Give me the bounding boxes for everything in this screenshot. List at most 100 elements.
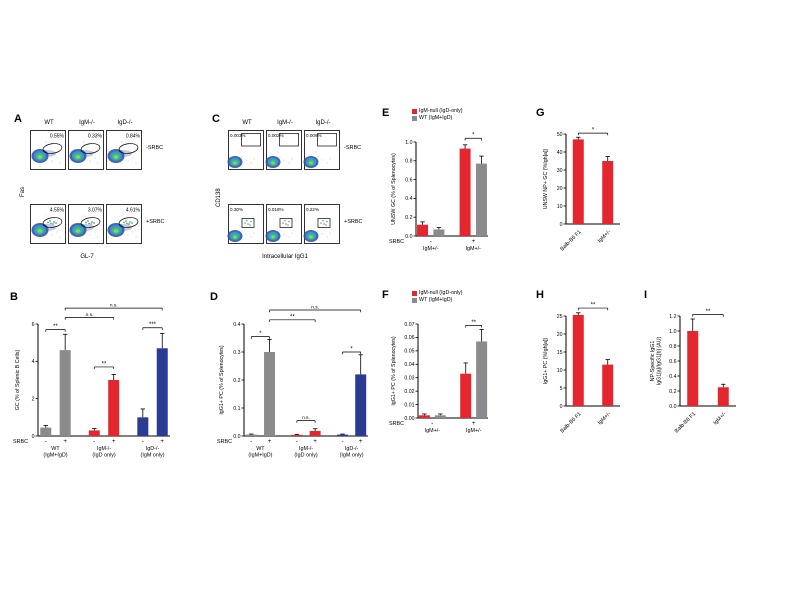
panel-f-legend: IgM-null (IgD-only) WT (IgM+IgD) <box>412 290 463 303</box>
y-axis-label: UNSW GC (% of Splenocytes) <box>391 153 397 225</box>
bar <box>433 229 445 236</box>
legend-swatch-gray <box>412 297 417 303</box>
gate-percentage: 0.018% <box>268 207 284 212</box>
panel-i-chart: 0.0 0.2 0.4 0.6 0.8 1.0 1.2 NP-Specific IgG1 IgG… <box>648 304 740 440</box>
density-dot <box>126 222 128 225</box>
x-category-label: IgM+/- <box>597 411 612 426</box>
density-dot <box>321 159 323 161</box>
density-dot <box>246 219 248 222</box>
panel-b: B 0 2 4 6 GC (% of Splenic B Cells) ** ** *** n.… <box>8 290 188 480</box>
sig-label: ** <box>706 309 711 315</box>
density-dot <box>89 234 91 236</box>
density-dot <box>129 221 131 223</box>
flow-plot-c-r0-c1: 0.002% <box>265 130 302 170</box>
density-dot <box>253 158 255 160</box>
density-dot <box>125 220 127 222</box>
flow-a-col-igm: IgM-/- <box>79 120 95 126</box>
panel-b-chart: 0 2 4 6 GC (% of Splenic B Cells) ** ** *** n.s.… <box>12 304 174 474</box>
group-label: IgD-/- <box>345 446 359 452</box>
density-dot <box>250 162 252 164</box>
bar <box>572 139 584 224</box>
group-label: IgM+/- <box>466 428 482 434</box>
panel-e-letter: E <box>382 107 390 119</box>
x-tick-label: - <box>431 420 433 427</box>
y-tick-label: 5 <box>560 386 563 392</box>
flow-plot-c-r1-c1: 0.018% <box>265 204 302 244</box>
y-tick-label: 0.01 <box>404 402 414 408</box>
density-dot <box>135 236 137 238</box>
density-dot <box>91 221 93 223</box>
bar <box>602 364 614 406</box>
flow-c-y-axis-label: CD138 <box>216 188 222 207</box>
gate-percentage: 0.003% <box>230 133 246 138</box>
bar <box>108 380 120 436</box>
density-dot <box>245 233 247 235</box>
sig-label: ** <box>471 320 476 326</box>
x-tick-label: - <box>142 438 144 445</box>
density-dot <box>249 224 251 226</box>
x-axis-label: SRBC <box>13 439 28 445</box>
density-dot <box>52 223 54 225</box>
density-dot <box>317 230 319 232</box>
flow-plot-a-r1-c1: 3.07% <box>68 204 104 244</box>
panel-f-letter: F <box>382 289 389 301</box>
panel-d-letter: D <box>210 291 218 303</box>
y-tick-label: 0.8 <box>669 344 676 350</box>
flow-a-x-axis-label: GL-7 <box>80 254 94 260</box>
density-dot <box>132 157 134 159</box>
y-tick-label: 40 <box>557 150 563 156</box>
bar <box>309 430 321 436</box>
y-tick-label: 0.3 <box>233 350 240 356</box>
y-tick-label: 0.4 <box>405 196 412 202</box>
bar <box>137 417 149 436</box>
density-dot <box>241 230 243 232</box>
x-tick-label: + <box>359 438 363 445</box>
y-tick-label: 0.4 <box>669 374 676 380</box>
gate-outline <box>80 143 101 154</box>
gate-outline <box>241 133 261 147</box>
y-tick-label: 0.6 <box>669 359 676 365</box>
legend-swatch-gray <box>412 115 417 121</box>
flow-plot-svg: 0.30% <box>227 204 264 244</box>
density-blob <box>37 229 43 233</box>
density-dot <box>51 234 53 236</box>
legend-swatch-red <box>412 108 417 114</box>
density-dot <box>239 225 241 227</box>
legend-item-wt: WT (IgM+IgD) <box>412 115 463 121</box>
density-dot <box>59 236 61 238</box>
bar <box>418 415 430 418</box>
panel-h-letter: H <box>536 289 544 301</box>
sig-label: * <box>259 331 262 337</box>
y-tick-label: 50 <box>557 132 563 138</box>
y-tick-label: 30 <box>557 168 563 174</box>
density-dot <box>53 221 55 223</box>
panel-a-letter: A <box>14 113 22 125</box>
density-dot <box>323 223 325 225</box>
bar <box>355 374 367 436</box>
y-tick-label: 0.06 <box>404 335 414 341</box>
y-tick-label: 0.8 <box>405 159 412 165</box>
gate-outline <box>118 217 139 228</box>
density-dot <box>88 222 90 225</box>
density-dot <box>277 151 279 153</box>
density-dot <box>326 220 328 223</box>
flow-plot-svg: 0.006% <box>303 130 340 170</box>
flow-a-column-headers: WT IgM-/- IgD-/- <box>30 120 144 127</box>
flow-a-row-plus-srbc: +SRBC <box>146 219 165 225</box>
density-dot <box>121 215 123 217</box>
density-dot <box>282 222 284 224</box>
group-label: (IgM only) <box>141 453 165 459</box>
group-label: IgM+/- <box>425 428 441 434</box>
x-tick-label: - <box>341 438 343 445</box>
sig-label: *** <box>149 322 157 328</box>
y-tick-label: 10 <box>557 204 563 210</box>
x-tick-label: + <box>63 438 67 445</box>
y-tick-label: 6 <box>32 322 35 328</box>
bar <box>459 148 471 236</box>
bar <box>88 430 100 436</box>
sig-label: * <box>350 347 353 353</box>
chart-g-svg: 0 10 20 30 40 50 UNSW NP+ GC (%Igh[a]) * Balb-B6… <box>543 128 620 252</box>
chart-e-svg: 0.0 0.2 0.4 0.6 0.8 1.0 UNSW GC (% of Splenocy… <box>389 133 488 252</box>
